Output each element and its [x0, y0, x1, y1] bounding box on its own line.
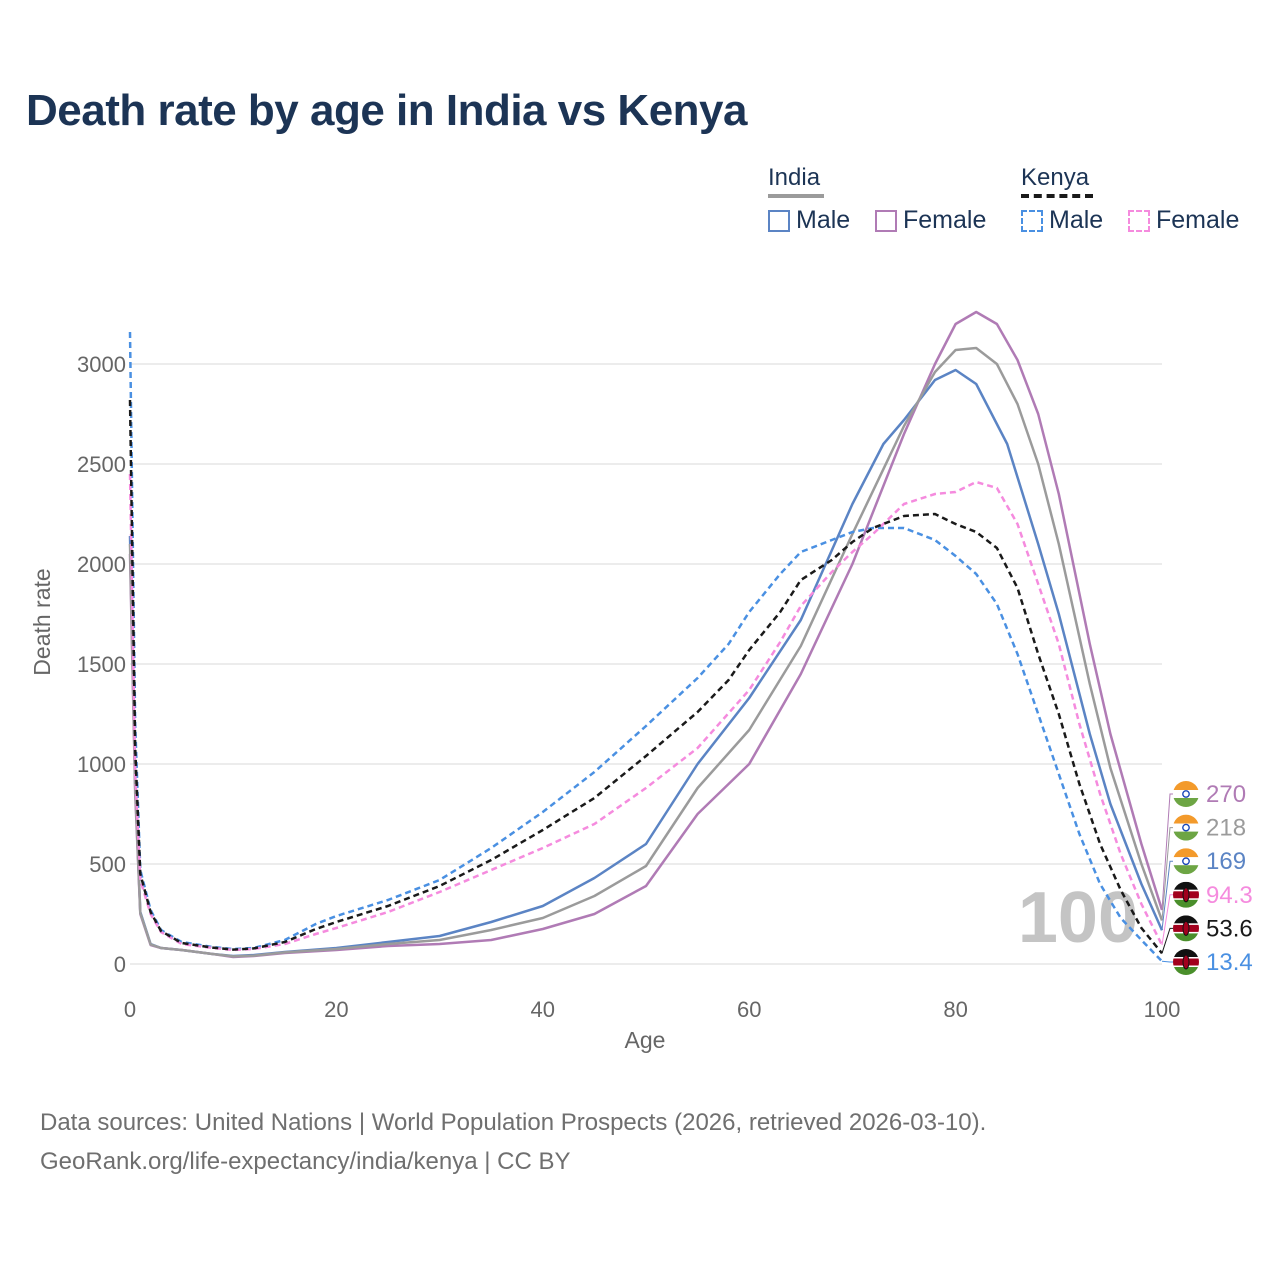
x-tick-label: 80 — [943, 997, 967, 1022]
end-label-connector — [1161, 927, 1173, 954]
kenya-flag-icon — [1173, 915, 1199, 942]
x-tick-label: 60 — [737, 997, 761, 1022]
legend-group-kenya-line — [1021, 194, 1093, 198]
y-tick-label: 2000 — [77, 552, 126, 577]
legend-label-kenya-male: Male — [1049, 206, 1104, 234]
legend-swatch-india-female — [875, 209, 897, 232]
legend-item-india-male[interactable]: Male — [768, 206, 850, 235]
y-tick-label: 3000 — [77, 352, 126, 377]
x-tick-label: 100 — [1144, 997, 1181, 1022]
end-label-connector — [1161, 793, 1173, 911]
footer-link[interactable]: GeoRank.org/life-expectancy/india/kenya … — [40, 1148, 571, 1175]
end-value-label: 270 — [1206, 781, 1246, 808]
x-tick-label: 0 — [124, 997, 136, 1022]
legend-group-india[interactable]: India — [768, 164, 824, 198]
end-value-label: 169 — [1206, 848, 1246, 875]
y-tick-label: 500 — [89, 852, 126, 877]
end-label-connector — [1161, 894, 1173, 946]
end-label-connector — [1161, 860, 1173, 931]
legend-item-kenya-male[interactable]: Male — [1021, 206, 1103, 235]
y-tick-label: 0 — [114, 952, 126, 977]
legend-swatch-kenya-female — [1128, 209, 1150, 232]
legend-label-india-female: Female — [903, 206, 987, 234]
y-tick-label: 2500 — [77, 452, 126, 477]
legend-group-india-line — [768, 194, 824, 198]
end-value-label: 218 — [1206, 815, 1246, 842]
legend-group-india-label: India — [768, 164, 821, 191]
end-value-label: 94.3 — [1206, 882, 1253, 909]
y-tick-label: 1500 — [77, 652, 126, 677]
series-line-india-total[interactable] — [128, 346, 1164, 958]
end-label-connector — [1161, 827, 1173, 921]
end-value-label: 13.4 — [1206, 949, 1253, 976]
series-line-india-female[interactable] — [128, 310, 1164, 959]
chart-title: Death rate by age in India vs Kenya — [26, 86, 747, 135]
series-line-kenya-female[interactable] — [128, 473, 1164, 952]
x-tick-label: 40 — [531, 997, 555, 1022]
legend-swatch-kenya-male — [1021, 209, 1043, 232]
footer-sources: Data sources: United Nations | World Pop… — [40, 1109, 987, 1136]
x-tick-label: 20 — [324, 997, 348, 1022]
y-axis-label: Death rate — [29, 568, 55, 675]
end-label-connector — [1161, 960, 1173, 963]
kenya-flag-icon — [1173, 949, 1199, 975]
end-value-label: 53.6 — [1206, 915, 1253, 942]
age-watermark: 100 — [1018, 878, 1138, 958]
india-flag-icon — [1173, 848, 1199, 875]
india-flag-icon — [1173, 814, 1199, 841]
end-labels: 270 218 169 94.3 53.6 13.4 — [1161, 781, 1253, 976]
x-axis-label: Age — [625, 1027, 666, 1053]
series-lines — [128, 310, 1164, 963]
legend-group-kenya-label: Kenya — [1021, 164, 1090, 191]
grid: 0 500 1000 1500 2000 2500 3000 0 20 40 60 80 100 — [77, 352, 1180, 1022]
india-flag-icon — [1173, 781, 1199, 807]
legend-label-india-male: Male — [796, 206, 851, 234]
kenya-flag-icon — [1173, 881, 1199, 908]
series-line-kenya-total[interactable] — [128, 399, 1163, 955]
legend-item-kenya-female[interactable]: Female — [1128, 206, 1239, 235]
legend-swatch-india-male — [768, 209, 790, 232]
y-tick-label: 1000 — [77, 752, 126, 777]
legend-group-kenya[interactable]: Kenya — [1021, 164, 1093, 198]
series-line-india-male[interactable] — [128, 368, 1164, 958]
legend-item-india-female[interactable]: Female — [875, 206, 986, 235]
legend-label-kenya-female: Female — [1156, 206, 1240, 234]
